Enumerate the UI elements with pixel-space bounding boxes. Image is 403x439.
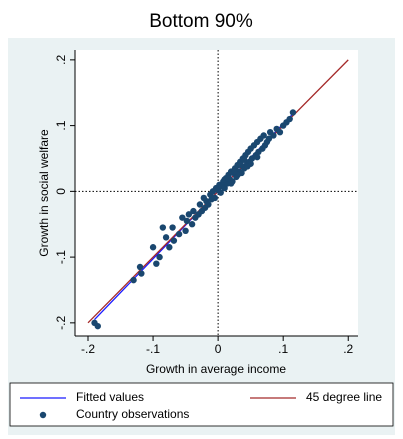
point: [170, 237, 178, 244]
point: [94, 322, 101, 330]
legend-label: 45 degree line: [306, 390, 382, 404]
point: [179, 214, 186, 221]
y-tick-label: -.1: [54, 250, 68, 264]
point: [276, 128, 284, 136]
point: [227, 180, 235, 187]
point: [231, 168, 238, 175]
y-tick-label: 0: [54, 188, 68, 195]
point: [182, 227, 189, 235]
chart-title: Bottom 90%: [149, 11, 253, 32]
point: [166, 244, 173, 251]
legend-swatch: [39, 411, 47, 419]
y-tick-label: .1: [54, 120, 68, 130]
x-tick-label: 0: [215, 342, 222, 356]
x-tick-label: -.2: [81, 342, 95, 356]
point: [244, 163, 251, 170]
point: [286, 115, 293, 123]
x-tick-label: -.1: [146, 342, 160, 356]
point: [138, 270, 145, 277]
y-axis-title: Growth in social welfare: [37, 129, 51, 257]
point: [224, 175, 232, 182]
y-tick-label: .2: [54, 55, 68, 65]
y-tick-label: -.2: [54, 316, 68, 330]
point: [188, 221, 196, 228]
x-tick-label: .2: [343, 342, 353, 356]
point: [156, 253, 163, 261]
point: [136, 263, 144, 271]
point: [289, 109, 297, 116]
point: [217, 189, 224, 196]
legend-label: Fitted values: [76, 390, 144, 404]
point: [130, 276, 137, 284]
point: [169, 224, 176, 231]
point: [185, 211, 193, 218]
point: [153, 260, 160, 267]
point: [211, 194, 219, 202]
legend-label: Country observations: [76, 407, 189, 421]
point: [237, 161, 245, 169]
point: [270, 132, 277, 139]
point: [240, 156, 248, 163]
point: [196, 201, 204, 208]
x-axis-title: Growth in average income: [146, 362, 286, 376]
point: [205, 201, 212, 208]
point: [253, 153, 261, 161]
legend: [9, 382, 394, 427]
point: [149, 244, 157, 251]
point: [183, 217, 191, 225]
point: [265, 135, 273, 142]
x-tick-label: .1: [278, 342, 288, 356]
point: [162, 234, 170, 241]
point: [260, 132, 267, 139]
point: [159, 224, 167, 231]
point: [190, 207, 197, 215]
point: [175, 230, 183, 238]
